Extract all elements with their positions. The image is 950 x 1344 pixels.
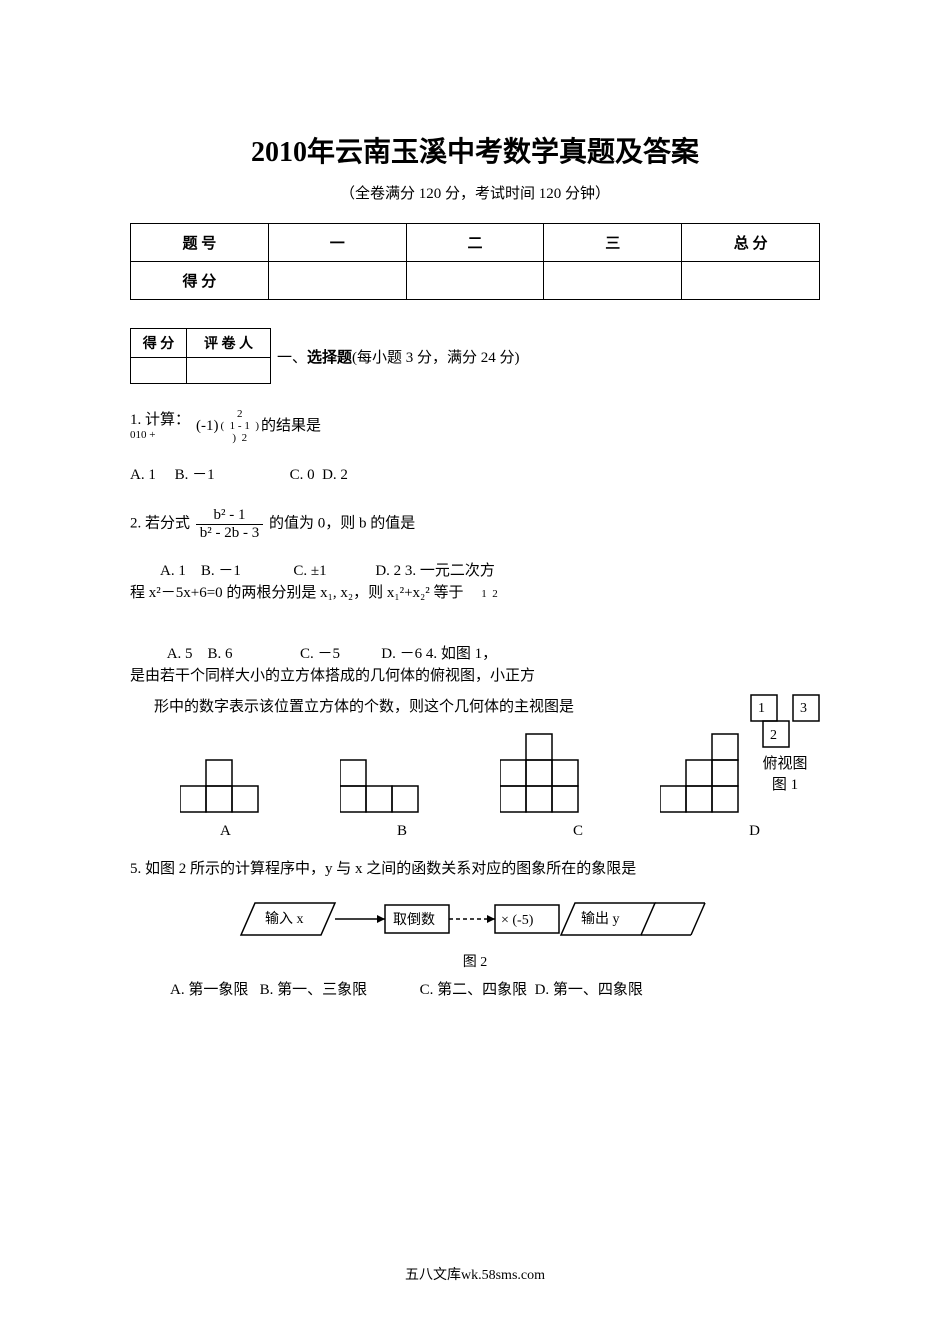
q1-text-left1: 1. 计算： [130, 411, 190, 429]
diagram-label: B [397, 823, 407, 840]
fraction-num: b² - 1 [196, 507, 264, 525]
q3-line2: 程 x²－5x+6=0 的两根分别是 x₁, x₂，则 x₁²+x₂² 等于 [130, 585, 464, 601]
table-cell: 总 分 [682, 224, 820, 262]
table-cell [187, 358, 271, 384]
score-table: 题 号 一 二 三 总 分 得 分 [130, 223, 820, 300]
topview-label2: 图 1 [750, 773, 820, 794]
table-cell: 一 [268, 224, 406, 262]
topview-label1: 俯视图 [750, 752, 820, 773]
section-prefix: 一、 [277, 350, 307, 366]
diagram-a [180, 759, 260, 815]
fraction-den: b² - 2b - 3 [196, 525, 264, 542]
diagram-label: A [220, 823, 231, 840]
table-cell: 二 [406, 224, 544, 262]
table-cell [268, 262, 406, 300]
section-suffix: (每小题 3 分，满分 24 分) [352, 350, 520, 366]
table-row: 得 分 [131, 262, 820, 300]
q2-post: 的值为 0，则 b 的值是 [269, 516, 415, 532]
diagram-d [660, 733, 740, 815]
q1-options: A. 1 B. －1 C. 0 D. 2 [130, 462, 820, 489]
page-title: 2010年云南玉溪中考数学真题及答案 [130, 130, 820, 170]
q3-detail: 1 2 [481, 588, 498, 600]
q2-options: A. 1 B. －1 C. ±1 D. 2 3. 一元二次方 [160, 559, 820, 580]
topview-cell: 3 [800, 701, 807, 716]
diagram-row [180, 733, 740, 815]
fc-n4: 输出 y [581, 911, 620, 927]
q1-main: (-1) [196, 418, 219, 434]
topview-svg: 1 3 2 [750, 694, 820, 748]
q5-options: A. 第一象限 B. 第一、三象限 C. 第二、四象限 D. 第一、四象限 [170, 977, 820, 1004]
table-cell: 得 分 [131, 262, 269, 300]
q4-line2: 形中的数字表示该位置立方体的个数，则这个几何体的主视图是 [154, 694, 820, 721]
table-cell [544, 262, 682, 300]
grader-table: 得 分 评 卷 人 [130, 328, 271, 384]
question-5: 5. 如图 2 所示的计算程序中，y 与 x 之间的函数关系对应的图象所在的象限… [130, 856, 820, 883]
table-cell: 三 [544, 224, 682, 262]
q1-tail: 的结果是 [261, 413, 321, 440]
topview-cell: 2 [770, 728, 777, 743]
q2-pre: 2. 若分式 [130, 516, 194, 532]
q1-brace-top: ( 1 - 1 ) [221, 420, 260, 432]
topview-cell: 1 [758, 701, 765, 716]
table-cell: 评 卷 人 [187, 329, 271, 358]
q4-inline: 4. 如图 1， [426, 646, 497, 662]
diagram-label: D [749, 823, 760, 840]
table-cell [131, 358, 187, 384]
page-footer: 五八文库wk.58sms.com [0, 1264, 950, 1284]
fraction: b² - 1 b² - 2b - 3 [196, 507, 264, 541]
fc-n1: 输入 x [265, 911, 304, 927]
section-title: 一、选择题(每小题 3 分，满分 24 分) [277, 346, 520, 367]
q3-opts-text: A. 5 B. 6 C. －5 D. －6 [167, 646, 426, 662]
question-3: 程 x²－5x+6=0 的两根分别是 x₁, x₂，则 x₁²+x₂² 等于 1… [130, 580, 820, 607]
question-1: 1. 计算： 010 + (-1) 2 ( 1 - 1 ) ) 2 的结果是 [130, 408, 820, 444]
page-subtitle: （全卷满分 120 分，考试时间 120 分钟） [130, 182, 820, 203]
q1-brace: 2 ( 1 - 1 ) ) 2 [221, 408, 260, 444]
diagram-labels: A B C D [220, 823, 760, 840]
diagram-b [340, 759, 420, 815]
top-view: 1 3 2 俯视图 图 1 [750, 694, 820, 794]
table-cell [682, 262, 820, 300]
question-2: 2. 若分式 b² - 1 b² - 2b - 3 的值为 0，则 b 的值是 [130, 507, 820, 541]
q3-inline: 3. 一元二次方 [401, 563, 495, 579]
table-cell [406, 262, 544, 300]
section-bold: 选择题 [307, 350, 352, 366]
flowchart: 输入 x 取倒数 × (-5) 输出 y [130, 893, 820, 945]
q1-brace-bot: ) 2 [232, 432, 247, 444]
q3-options: A. 5 B. 6 C. －5 D. －6 4. 如图 1， [160, 625, 820, 663]
diagram-c [500, 733, 580, 815]
q2-opts-text: A. 1 B. －1 C. ±1 D. 2 [160, 563, 401, 579]
q4-line1: 是由若干个同样大小的立方体搭成的几何体的俯视图，小正方 [130, 663, 820, 690]
section-header-row: 得 分 评 卷 人 一、选择题(每小题 3 分，满分 24 分) [130, 328, 820, 384]
diagram-label: C [573, 823, 583, 840]
table-cell: 题 号 [131, 224, 269, 262]
q1-sup: 2 [237, 408, 243, 420]
table-row: 题 号 一 二 三 总 分 [131, 224, 820, 262]
q1-text-left2: 010 + [130, 429, 190, 442]
fc-n3: × (-5) [501, 913, 534, 928]
fig2-label: 图 2 [130, 951, 820, 971]
fc-n2: 取倒数 [393, 912, 435, 928]
table-cell: 得 分 [131, 329, 187, 358]
